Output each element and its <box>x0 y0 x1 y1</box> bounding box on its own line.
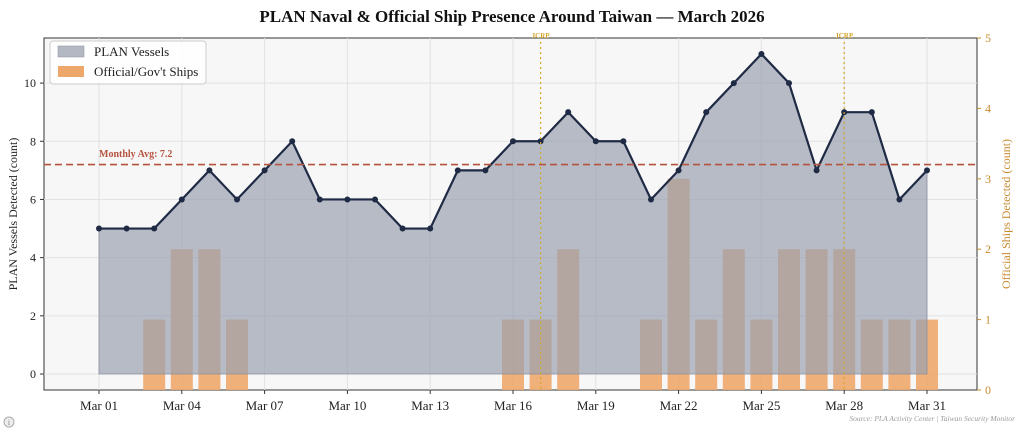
plan-point <box>206 167 213 174</box>
plan-point <box>813 167 820 174</box>
y-axis-label: PLAN Vessels Detected (count) <box>6 138 20 291</box>
x-tick-label: Mar 07 <box>246 398 284 413</box>
plan-point <box>316 196 323 203</box>
source-note: Source: PLA Activity Center | Taiwan Sec… <box>849 414 1015 423</box>
plan-point <box>510 138 516 145</box>
plan-point <box>96 225 102 232</box>
plan-point <box>924 167 930 174</box>
plan-point <box>482 167 489 174</box>
x-tick-label: Mar 25 <box>742 398 780 413</box>
x-tick-label: Mar 16 <box>494 398 532 413</box>
plan-point <box>675 167 682 174</box>
plan-point <box>344 196 351 203</box>
legend-label-plan: PLAN Vessels <box>94 44 169 59</box>
y-tick-label: 8 <box>30 134 36 148</box>
y-right-tick-label: 3 <box>985 172 991 186</box>
plan-point <box>151 225 158 232</box>
avg-label: Monthly Avg: 7.2 <box>99 149 172 160</box>
chart-title: PLAN Naval & Official Ship Presence Arou… <box>259 7 764 26</box>
plan-point <box>261 167 268 174</box>
x-tick-label: Mar 04 <box>163 398 201 413</box>
y-right-tick-label: 4 <box>985 101 991 115</box>
legend-label-official: Official/Gov't Ships <box>94 64 198 79</box>
x-tick-label: Mar 19 <box>577 398 615 413</box>
plan-point <box>592 138 599 145</box>
plan-point <box>427 225 434 232</box>
x-tick-label: Mar 01 <box>80 398 118 413</box>
plan-point <box>730 80 737 87</box>
x-tick-label: Mar 31 <box>908 398 946 413</box>
y-right-tick-label: 0 <box>985 383 991 397</box>
plan-point <box>372 196 378 203</box>
plan-point <box>648 196 654 203</box>
plan-point <box>565 109 572 116</box>
y-tick-label: 2 <box>30 309 36 323</box>
y-tick-label: 6 <box>30 192 36 206</box>
x-tick-label: Mar 22 <box>660 398 698 413</box>
plan-point <box>896 196 903 203</box>
plan-point <box>454 167 461 174</box>
legend: PLAN Vessels Official/Gov't Ships <box>49 40 207 85</box>
y-tick-label: 4 <box>30 251 36 265</box>
y-tick-label: 10 <box>24 76 36 90</box>
legend-swatch-plan <box>57 45 85 58</box>
legend-swatch-official <box>58 66 84 77</box>
plan-point <box>289 138 296 145</box>
plan-point <box>537 138 544 145</box>
x-tick-label: Mar 13 <box>411 398 449 413</box>
y-right-tick-label: 1 <box>985 313 991 327</box>
plan-point <box>703 109 710 116</box>
plan-point <box>123 225 130 232</box>
plan-point <box>234 196 240 203</box>
y-axis-right-label: Official Ships Detected (count) <box>999 139 1013 289</box>
y-tick-label: 0 <box>30 367 36 381</box>
svg-text:i: i <box>8 418 11 427</box>
y-right-tick-label: 2 <box>985 242 991 256</box>
x-tick-label: Mar 28 <box>825 398 863 413</box>
jcrp-label: JCRP <box>532 32 551 40</box>
jcrp-label: JCRP <box>835 32 854 40</box>
y-right-tick-label: 5 <box>985 31 991 45</box>
info-icon[interactable]: i <box>3 416 15 428</box>
plan-point <box>620 138 627 145</box>
x-tick-label: Mar 10 <box>328 398 366 413</box>
plan-point <box>868 109 875 116</box>
plan-point <box>758 51 765 57</box>
plan-point <box>786 80 792 87</box>
plan-point <box>399 225 406 232</box>
plan-point <box>178 196 185 203</box>
